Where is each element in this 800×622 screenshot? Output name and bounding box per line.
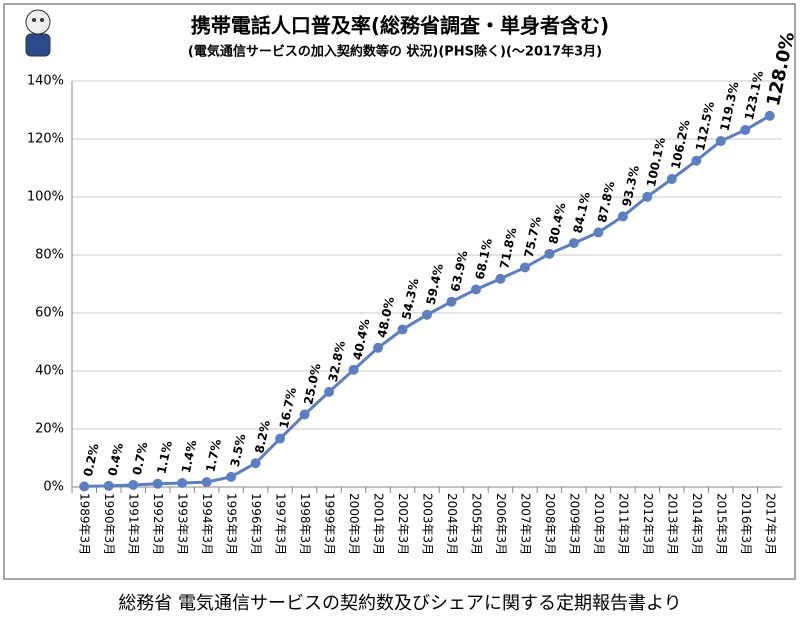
x-tick-label: 1994年3月 (200, 493, 214, 555)
x-tick-label: 2013年3月 (665, 493, 679, 555)
x-tick-label: 2016年3月 (739, 493, 753, 555)
x-tick-label: 1989年3月 (78, 493, 92, 555)
source-note: 総務省 電気通信サービスの契約数及びシェアに関する定期報告書より (118, 593, 681, 614)
x-tick-label: 1993年3月 (176, 493, 190, 555)
x-tick-label: 2005年3月 (469, 493, 483, 555)
data-point (666, 174, 677, 185)
x-tick-label: 1992年3月 (151, 493, 165, 555)
data-label: 1.7% (203, 438, 224, 473)
x-tick-label: 2007年3月 (518, 493, 532, 555)
data-point (691, 155, 702, 166)
mascot-icon (25, 9, 51, 57)
data-point (642, 191, 653, 202)
data-point (446, 296, 457, 307)
data-point (152, 478, 163, 489)
y-tick-label: 80% (35, 248, 64, 263)
data-point (764, 110, 775, 121)
data-point (201, 477, 212, 488)
chart-title: 携帯電話人口普及率(総務省調査・単身者含む) (191, 14, 609, 38)
data-point (324, 386, 335, 397)
y-tick-label: 40% (35, 364, 64, 379)
y-tick-label: 20% (35, 422, 64, 437)
data-point (79, 481, 90, 492)
x-tick-label: 2011年3月 (616, 493, 630, 555)
x-tick-label: 2006年3月 (494, 493, 508, 555)
x-tick-label: 1997年3月 (274, 493, 288, 555)
x-tick-label: 1991年3月 (127, 493, 141, 555)
data-point (495, 273, 506, 284)
x-tick-label: 2002年3月 (396, 493, 410, 555)
y-tick-label: 140% (27, 74, 64, 89)
data-label: 3.5% (228, 433, 249, 468)
data-point (103, 480, 114, 491)
data-label: 1.1% (154, 440, 175, 475)
x-tick-label: 2017年3月 (763, 493, 777, 555)
y-tick-label: 120% (27, 132, 64, 147)
data-point (177, 477, 188, 488)
x-tick-label: 2008年3月 (543, 493, 557, 555)
data-point (470, 284, 481, 295)
data-point (740, 125, 751, 136)
data-point (422, 309, 432, 320)
y-tick-label: 0% (43, 480, 64, 495)
data-point (519, 262, 530, 273)
data-point (128, 479, 139, 490)
data-point (617, 211, 628, 222)
chart-subtitle: (電気通信サービスの加入契約数等の 状況)(PHS除く)(～2017年3月) (188, 44, 602, 60)
data-label: 0.4% (105, 442, 126, 477)
x-tick-label: 1995年3月 (225, 493, 239, 555)
x-tick-label: 2000年3月 (347, 493, 361, 555)
data-point (299, 409, 310, 420)
data-label: 1.4% (179, 439, 200, 474)
x-tick-label: 2009年3月 (567, 493, 581, 555)
data-point (348, 364, 359, 375)
data-label: 0.2% (81, 442, 102, 477)
x-tick-label: 2012年3月 (641, 493, 655, 555)
x-tick-label: 1999年3月 (323, 493, 337, 555)
x-tick-label: 2003年3月 (421, 493, 435, 555)
data-point (250, 458, 261, 469)
data-point (373, 342, 384, 353)
data-label: 0.7% (130, 441, 151, 476)
x-tick-label: 2004年3月 (445, 493, 459, 555)
x-tick-label: 1996年3月 (249, 493, 263, 555)
x-tick-label: 2010年3月 (592, 493, 606, 555)
data-point (568, 238, 579, 249)
data-point (397, 324, 408, 335)
x-tick-label: 1998年3月 (298, 493, 312, 555)
data-point (593, 227, 604, 238)
x-tick-label: 2015年3月 (714, 493, 728, 555)
x-tick-label: 2014年3月 (690, 493, 704, 555)
data-point (226, 471, 237, 482)
data-point (715, 136, 726, 147)
x-tick-label: 1990年3月 (102, 493, 116, 555)
y-tick-label: 60% (35, 306, 64, 321)
x-tick-label: 2001年3月 (372, 493, 386, 555)
data-point (544, 248, 555, 259)
y-tick-label: 100% (27, 190, 64, 205)
data-point (275, 433, 286, 444)
data-label: 8.2% (252, 419, 273, 454)
